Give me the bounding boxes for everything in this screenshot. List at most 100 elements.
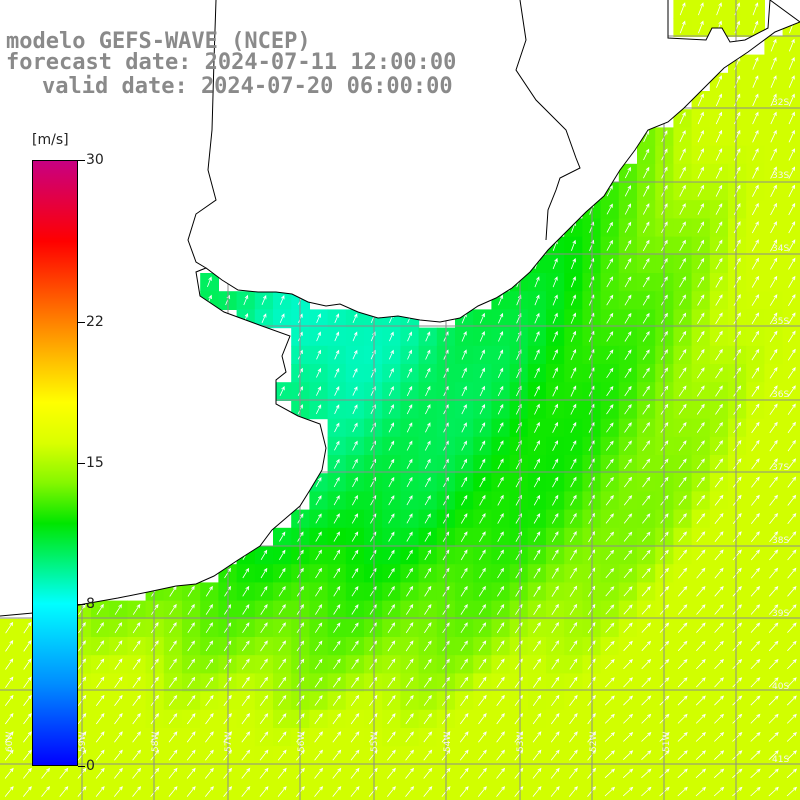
wind-arrow <box>714 622 724 633</box>
wind-arrow <box>370 404 376 415</box>
wind-cell <box>473 400 492 420</box>
wind-cell <box>109 618 128 638</box>
wind-arrow <box>751 348 760 361</box>
wind-arrow <box>150 694 159 707</box>
wind-cell <box>546 728 565 747</box>
wind-arrow <box>787 476 797 488</box>
wind-cell <box>0 709 19 729</box>
wind-cell <box>618 546 638 565</box>
wind-cell <box>273 691 292 711</box>
wind-cell <box>709 709 729 729</box>
wind-arrow <box>770 184 777 197</box>
wind-arrow <box>204 767 214 779</box>
wind-cell <box>182 637 201 656</box>
wind-arrow <box>497 549 504 561</box>
wind-arrow <box>679 184 686 197</box>
wind-arrow <box>479 385 485 397</box>
wind-arrow <box>552 385 558 397</box>
wind-cell <box>400 509 420 529</box>
wind-arrow <box>752 166 759 179</box>
wind-arrow <box>623 476 633 488</box>
wind-arrow <box>697 93 704 107</box>
wind-cell <box>291 527 310 547</box>
wind-arrow <box>716 2 722 16</box>
wind-arrow <box>332 731 342 743</box>
wind-cell <box>709 728 729 747</box>
wind-cell <box>746 746 765 765</box>
wind-cell <box>491 400 511 420</box>
wind-arrow <box>479 403 485 415</box>
wind-cell <box>455 473 474 492</box>
wind-cell <box>327 618 347 638</box>
wind-cell <box>364 400 383 420</box>
wind-cell <box>527 746 547 765</box>
wind-cell <box>728 436 747 456</box>
wind-arrow <box>496 731 505 743</box>
wind-arrow <box>677 604 688 615</box>
wind-cell <box>564 527 583 547</box>
wind-cell <box>327 637 347 656</box>
wind-arrow <box>552 421 559 433</box>
wind-cell <box>509 637 529 656</box>
colorbar-tick-mark <box>78 463 85 464</box>
wind-cell <box>746 637 765 656</box>
wind-arrow <box>533 440 540 451</box>
wind-arrow <box>460 585 468 597</box>
wind-arrow <box>770 75 777 88</box>
wind-cell <box>327 582 347 602</box>
wind-arrow <box>751 421 760 434</box>
wind-arrow <box>96 676 105 688</box>
wind-cell <box>254 728 274 747</box>
wind-cell <box>364 637 383 656</box>
wind-cell <box>473 564 492 583</box>
wind-cell <box>473 546 492 565</box>
wind-cell <box>400 709 420 729</box>
wind-arrow <box>624 458 632 470</box>
wind-cell <box>655 182 674 201</box>
wind-arrow <box>459 731 469 743</box>
wind-cell <box>691 382 711 401</box>
wind-cell <box>637 236 656 256</box>
wind-cell <box>473 764 492 784</box>
wind-cell <box>728 236 747 256</box>
wind-cell <box>728 291 747 310</box>
wind-cell <box>764 673 784 693</box>
wind-arrow <box>314 640 323 652</box>
wind-cell <box>309 600 329 620</box>
wind-arrow <box>279 295 285 305</box>
wind-cell <box>382 546 401 565</box>
longitude-label: 58W <box>151 732 161 752</box>
wind-arrow <box>570 512 577 524</box>
wind-arrow <box>624 385 632 397</box>
wind-cell <box>345 436 365 456</box>
wind-arrow <box>787 439 796 452</box>
wind-arrow <box>786 695 797 706</box>
wind-cell <box>527 382 547 401</box>
wind-arrow <box>569 694 578 707</box>
wind-arrow <box>478 640 487 652</box>
wind-cell <box>564 600 583 620</box>
wind-arrow <box>23 731 32 743</box>
wind-arrow <box>787 330 796 343</box>
wind-arrow <box>714 750 725 760</box>
wind-cell <box>509 600 529 620</box>
wind-cell <box>382 455 401 474</box>
wind-arrow <box>386 767 396 779</box>
wind-arrow <box>769 330 778 343</box>
wind-arrow <box>461 349 467 360</box>
wind-cell <box>546 709 565 729</box>
wind-cell <box>327 509 347 529</box>
wind-cell <box>254 564 274 583</box>
wind-arrow <box>697 148 704 161</box>
wind-arrow <box>697 184 704 197</box>
wind-arrow <box>496 658 505 670</box>
wind-arrow <box>497 403 504 415</box>
wind-arrow <box>552 330 558 342</box>
wind-cell <box>345 491 365 511</box>
wind-arrow <box>624 404 632 415</box>
wind-cell <box>709 455 729 474</box>
wind-arrow <box>4 767 14 779</box>
wind-cell <box>691 345 711 365</box>
wind-arrow <box>315 585 323 597</box>
wind-cell <box>364 746 383 765</box>
